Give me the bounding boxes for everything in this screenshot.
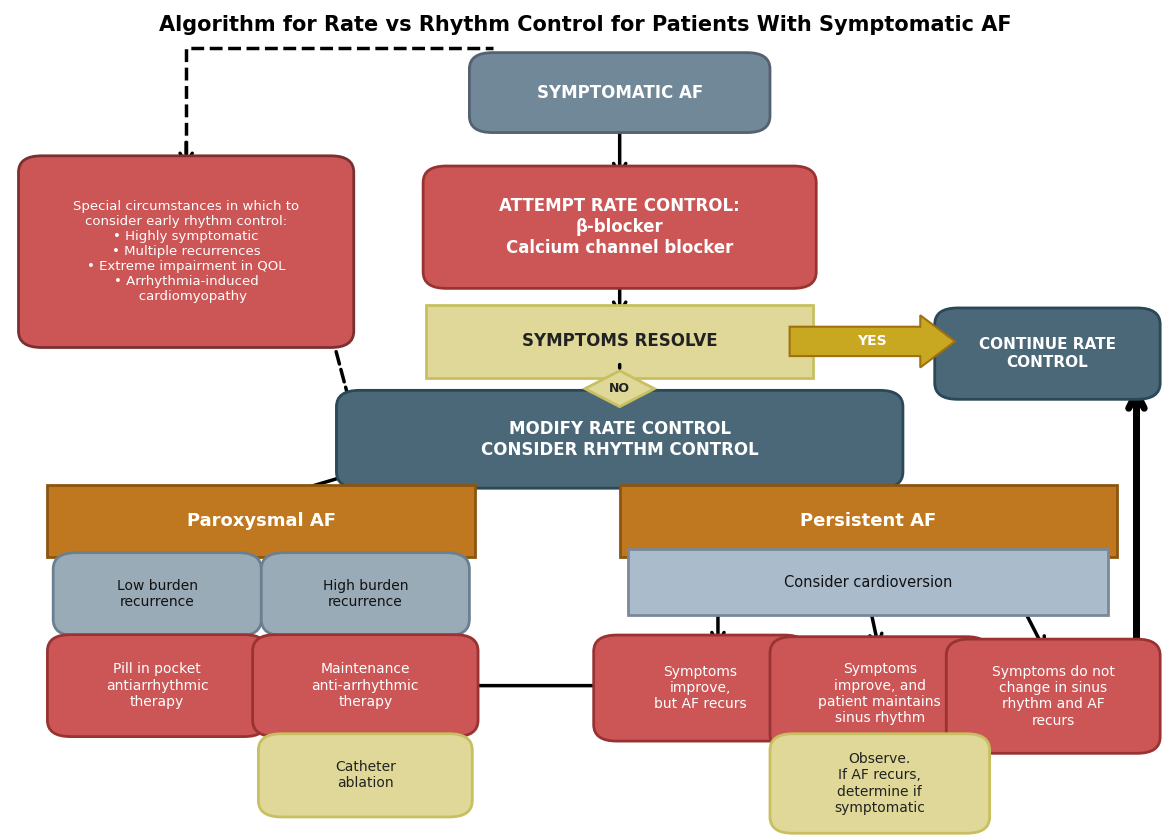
Text: SYMPTOMS RESOLVE: SYMPTOMS RESOLVE (522, 333, 717, 350)
FancyBboxPatch shape (337, 391, 903, 489)
Text: Symptoms do not
change in sinus
rhythm and AF
recurs: Symptoms do not change in sinus rhythm a… (992, 665, 1115, 727)
Text: ATTEMPT RATE CONTROL:
β-blocker
Calcium channel blocker: ATTEMPT RATE CONTROL: β-blocker Calcium … (500, 198, 741, 257)
FancyBboxPatch shape (53, 553, 261, 636)
FancyBboxPatch shape (261, 553, 469, 636)
Text: YES: YES (858, 334, 887, 349)
FancyBboxPatch shape (19, 156, 353, 348)
FancyBboxPatch shape (48, 485, 475, 556)
FancyBboxPatch shape (770, 734, 990, 833)
Text: Symptoms
improve, and
patient maintains
sinus rhythm: Symptoms improve, and patient maintains … (819, 663, 941, 725)
Text: NO: NO (610, 382, 631, 396)
FancyBboxPatch shape (620, 485, 1117, 556)
Text: CONTINUE RATE
CONTROL: CONTINUE RATE CONTROL (979, 338, 1116, 370)
FancyBboxPatch shape (935, 308, 1161, 400)
Text: Paroxysmal AF: Paroxysmal AF (187, 512, 336, 530)
FancyBboxPatch shape (770, 637, 990, 751)
Text: Algorithm for Rate vs Rhythm Control for Patients With Symptomatic AF: Algorithm for Rate vs Rhythm Control for… (159, 15, 1011, 35)
Text: Pill in pocket
antiarrhythmic
therapy: Pill in pocket antiarrhythmic therapy (106, 662, 208, 709)
FancyBboxPatch shape (469, 53, 770, 132)
Text: Special circumstances in which to
consider early rhythm control:
• Highly sympto: Special circumstances in which to consid… (73, 200, 300, 303)
Text: Persistent AF: Persistent AF (800, 512, 936, 530)
Text: SYMPTOMATIC AF: SYMPTOMATIC AF (537, 84, 703, 101)
FancyBboxPatch shape (947, 639, 1161, 753)
FancyBboxPatch shape (628, 549, 1108, 615)
Text: High burden
recurrence: High burden recurrence (323, 579, 408, 609)
Text: Catheter
ablation: Catheter ablation (335, 760, 395, 790)
Text: Low burden
recurrence: Low burden recurrence (117, 579, 198, 609)
FancyBboxPatch shape (424, 166, 817, 288)
FancyBboxPatch shape (259, 734, 473, 817)
Text: Maintenance
anti-arrhythmic
therapy: Maintenance anti-arrhythmic therapy (311, 662, 419, 709)
Polygon shape (585, 370, 654, 406)
Text: MODIFY RATE CONTROL
CONSIDER RHYTHM CONTROL: MODIFY RATE CONTROL CONSIDER RHYTHM CONT… (481, 420, 758, 458)
FancyBboxPatch shape (593, 635, 807, 741)
Text: Consider cardioversion: Consider cardioversion (784, 575, 952, 589)
FancyBboxPatch shape (426, 305, 813, 378)
Polygon shape (790, 315, 955, 368)
FancyBboxPatch shape (48, 634, 267, 737)
Text: Observe.
If AF recurs,
determine if
symptomatic: Observe. If AF recurs, determine if symp… (834, 753, 925, 815)
Text: Symptoms
improve,
but AF recurs: Symptoms improve, but AF recurs (654, 665, 746, 711)
FancyBboxPatch shape (253, 634, 479, 737)
